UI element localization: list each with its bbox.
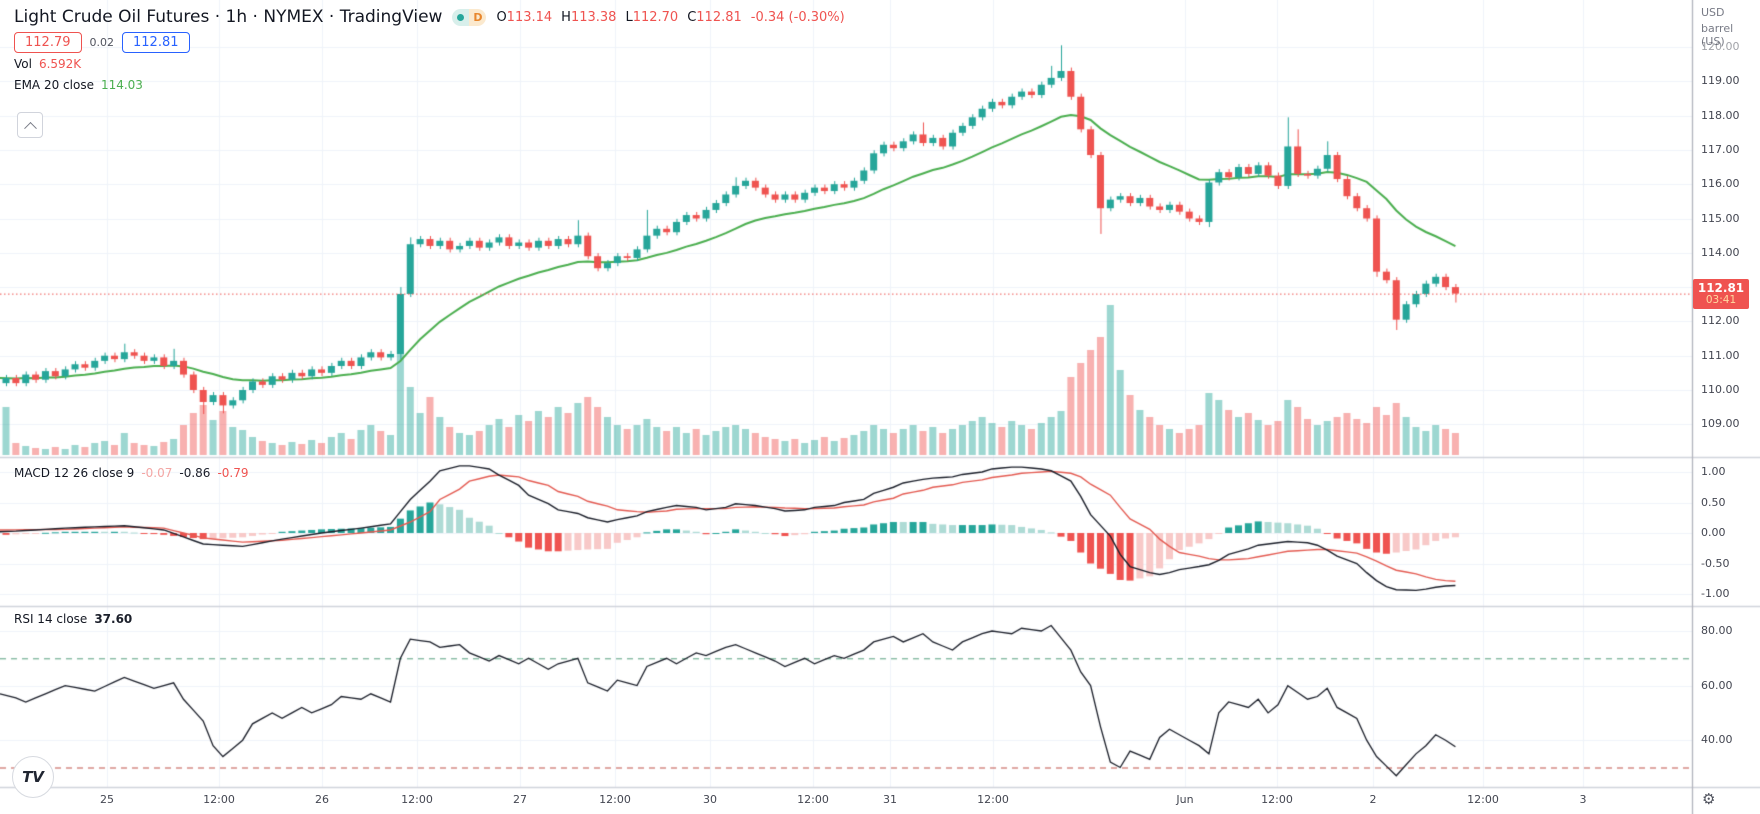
- settings-gear-icon[interactable]: ⚙: [1702, 790, 1716, 808]
- delayed-d-badge: D: [469, 8, 487, 26]
- countdown-timer: 03:41: [1705, 293, 1737, 306]
- price-unit-label: USD: [1701, 6, 1725, 19]
- macd-hist-value: -0.07: [141, 466, 173, 480]
- ohlc-item: O113.14: [496, 9, 553, 25]
- time-tick-label: 31: [883, 793, 897, 806]
- volume-legend-value: 6.592K: [38, 57, 82, 71]
- price-tick-label: 109.00: [1701, 417, 1740, 431]
- price-tick-label: 119.00: [1701, 74, 1740, 88]
- time-tick-label: 12:00: [1467, 793, 1499, 806]
- price-tick-label: 120.00: [1701, 40, 1740, 53]
- price-tick-label: 116.00: [1701, 177, 1740, 191]
- rsi-legend: RSI 14 close 37.60: [14, 612, 132, 626]
- time-tick-label: Jun: [1176, 793, 1194, 806]
- data-mode-badge[interactable]: D: [452, 8, 487, 26]
- last-price-label: 112.81 03:41: [1693, 278, 1749, 309]
- time-tick-label: 12:00: [977, 793, 1009, 806]
- macd-legend-title: MACD 12 26 close 9: [14, 466, 135, 480]
- ema-legend: EMA 20 close 114.03: [14, 78, 143, 92]
- macd-legend: MACD 12 26 close 9 -0.07 -0.86 -0.79: [14, 466, 249, 480]
- time-tick-label: 25: [100, 793, 114, 806]
- time-tick-label: 12:00: [401, 793, 433, 806]
- time-tick-label: 27: [513, 793, 527, 806]
- chevron-up-icon: [23, 121, 37, 135]
- price-tick-label: 114.00: [1701, 245, 1740, 259]
- realtime-dot-icon: [452, 8, 470, 26]
- price-unit-label2: barrel (US): [1701, 22, 1734, 48]
- time-tick-label: 12:00: [599, 793, 631, 806]
- price-tick-label: 112.00: [1701, 314, 1740, 328]
- time-tick-label: 12:00: [203, 793, 235, 806]
- trade-widget: 112.79 0.02 112.81: [14, 32, 190, 53]
- macd-tick-label: 0.00: [1701, 526, 1726, 539]
- volume-legend: Vol 6.592K: [14, 57, 81, 71]
- buy-price-button[interactable]: 112.81: [122, 32, 190, 53]
- price-tick-label: 115.00: [1701, 211, 1740, 225]
- rsi-legend-title: RSI 14 close: [14, 612, 88, 626]
- macd-line-value: -0.86: [179, 466, 211, 480]
- time-axis[interactable]: 25 12:00 26 12:00 27 12:00 30 12:00 31 12:00 Jun 12…: [0, 787, 1692, 814]
- macd-tick-label: 0.50: [1701, 495, 1726, 509]
- price-tick-label: 117.00: [1701, 142, 1740, 156]
- macd-tick-label: -0.50: [1701, 556, 1730, 570]
- rsi-tick-label: 80.00: [1701, 624, 1733, 637]
- last-price-value: 112.81: [1697, 280, 1745, 295]
- macd-signal-value: -0.79: [217, 466, 249, 480]
- spread-value: 0.02: [89, 36, 115, 49]
- time-tick-label: 3: [1579, 793, 1587, 806]
- ohlc-item: C112.81: [687, 9, 742, 25]
- time-tick-label: 12:00: [1261, 793, 1293, 806]
- macd-tick-label: -1.00: [1701, 587, 1730, 600]
- time-tick-label: 12:00: [797, 793, 829, 806]
- price-axis[interactable]: USD barrel (US) 120.00 119.00 118.00 117.00…: [1692, 0, 1760, 787]
- collapse-panel-button[interactable]: [17, 112, 43, 138]
- ema-legend-label: EMA 20 close: [14, 78, 94, 92]
- price-tick-label: 111.00: [1701, 348, 1740, 362]
- price-tick-label: 110.00: [1701, 383, 1740, 396]
- macd-tick-label: 1.00: [1701, 465, 1726, 478]
- rsi-legend-value: 37.60: [94, 612, 133, 626]
- ema-legend-value: 114.03: [100, 78, 143, 92]
- price-tick-label: 118.00: [1701, 108, 1740, 122]
- chart-header: Light Crude Oil Futures · 1h · NYMEX · T…: [14, 6, 845, 28]
- sell-price-button[interactable]: 112.79: [14, 32, 82, 53]
- ohlc-item: L112.70: [625, 9, 679, 25]
- volume-legend-label: Vol: [14, 57, 32, 71]
- change-value: -0.34 (-0.30%): [750, 9, 845, 25]
- time-tick-label: 30: [703, 793, 717, 806]
- symbol-title[interactable]: Light Crude Oil Futures · 1h · NYMEX · T…: [14, 7, 443, 27]
- rsi-tick-label: 40.00: [1701, 733, 1733, 747]
- ohlc-row: O113.14 H113.38 L112.70 C112.81 -0.34 (-0.30…: [496, 10, 844, 25]
- rsi-tick-label: 60.00: [1701, 678, 1733, 692]
- tradingview-watermark-logo[interactable]: TV: [12, 756, 54, 798]
- time-tick-label: 2: [1369, 793, 1377, 806]
- ohlc-item: H113.38: [561, 9, 617, 25]
- time-tick-label: 26: [315, 793, 329, 806]
